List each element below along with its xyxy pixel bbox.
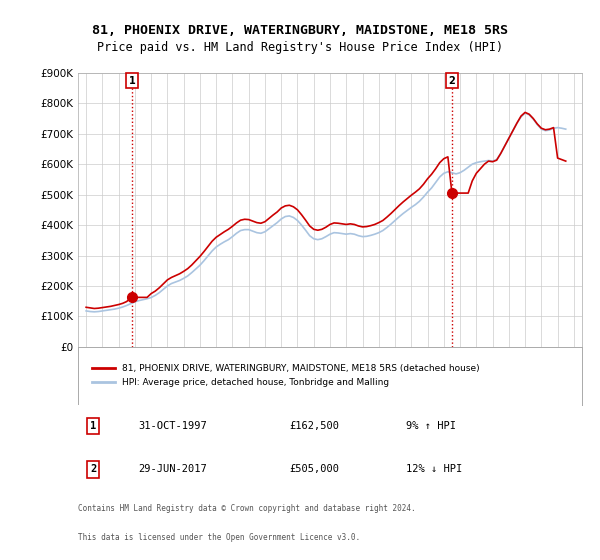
Text: 12% ↓ HPI: 12% ↓ HPI — [406, 464, 462, 474]
Text: 29-JUN-2017: 29-JUN-2017 — [139, 464, 207, 474]
Text: This data is licensed under the Open Government Licence v3.0.: This data is licensed under the Open Gov… — [78, 533, 360, 542]
Text: £162,500: £162,500 — [290, 421, 340, 431]
Text: 1: 1 — [90, 421, 96, 431]
Text: 81, PHOENIX DRIVE, WATERINGBURY, MAIDSTONE, ME18 5RS: 81, PHOENIX DRIVE, WATERINGBURY, MAIDSTO… — [92, 24, 508, 38]
Text: 31-OCT-1997: 31-OCT-1997 — [139, 421, 207, 431]
Text: Contains HM Land Registry data © Crown copyright and database right 2024.: Contains HM Land Registry data © Crown c… — [78, 504, 416, 513]
Text: 1: 1 — [129, 76, 136, 86]
Legend: 81, PHOENIX DRIVE, WATERINGBURY, MAIDSTONE, ME18 5RS (detached house), HPI: Aver: 81, PHOENIX DRIVE, WATERINGBURY, MAIDSTO… — [88, 360, 484, 391]
Text: Price paid vs. HM Land Registry's House Price Index (HPI): Price paid vs. HM Land Registry's House … — [97, 41, 503, 54]
Text: 9% ↑ HPI: 9% ↑ HPI — [406, 421, 455, 431]
Text: 2: 2 — [449, 76, 455, 86]
Text: 2: 2 — [90, 464, 96, 474]
Text: £505,000: £505,000 — [290, 464, 340, 474]
